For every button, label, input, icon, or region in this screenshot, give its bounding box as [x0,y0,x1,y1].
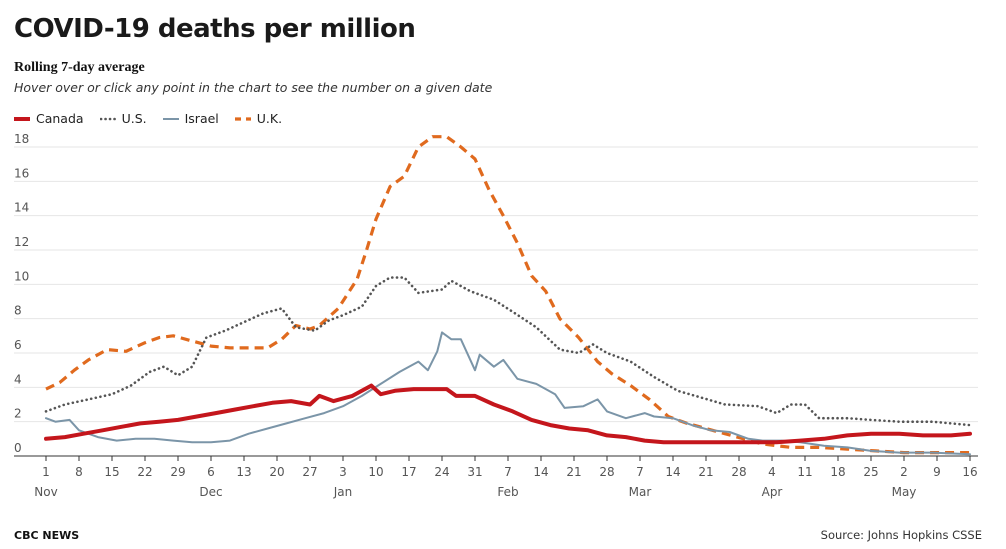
legend-label-uk: U.K. [256,111,283,126]
y-tick-label: 14 [14,201,29,215]
legend-swatch-us [99,117,116,120]
x-tick-label: 14 [665,465,680,479]
y-tick-label: 6 [14,338,22,352]
legend-label-us: U.S. [121,111,147,126]
y-tick-label: 10 [14,269,29,283]
legend-item-israel[interactable]: Israel [162,111,219,126]
source-note: Source: Johns Hopkins CSSE [820,528,982,542]
chart-subtitle: Rolling 7-day average [14,60,145,75]
chart-instruction-note: Hover over or click any point in the cha… [14,80,493,95]
series-layer[interactable] [44,135,972,456]
x-month-label: May [892,485,917,499]
series-line-us[interactable] [44,276,972,427]
series-line-israel[interactable] [45,331,971,456]
legend-label-canada: Canada [36,111,84,126]
legend-item-canada[interactable]: Canada [14,111,84,126]
brand-logo-text: CBC NEWS [14,529,80,542]
x-tick-label: 7 [636,465,644,479]
x-tick-label: 21 [698,465,713,479]
y-tick-label: 16 [14,166,29,180]
x-tick-label: 2 [900,465,908,479]
x-tick-label: 31 [467,465,482,479]
x-tick-label: 1 [42,465,50,479]
series-line-uk[interactable] [45,135,970,455]
x-month-label: Dec [199,485,222,499]
x-tick-label: 21 [566,465,581,479]
x-tick-label: 8 [75,465,83,479]
x-tick-label: 9 [933,465,941,479]
legend-swatch-uk [234,116,251,121]
legend-swatch-israel [162,117,179,120]
y-tick-label: 0 [14,441,22,455]
x-tick-label: 29 [170,465,185,479]
x-tick-label: 28 [731,465,746,479]
x-tick-label: 11 [797,465,812,479]
x-tick-label: 22 [137,465,152,479]
page-title: COVID-19 deaths per million [14,14,416,44]
x-tick-label: 15 [104,465,119,479]
y-tick-label: 2 [14,407,22,421]
legend-swatch-canada [14,116,30,121]
x-month-label: Nov [34,485,57,499]
x-tick-label: 4 [768,465,776,479]
x-tick-label: 25 [863,465,878,479]
x-month-label: Feb [497,485,518,499]
legend-label-israel: Israel [184,111,219,126]
x-tick-label: 3 [339,465,347,479]
x-tick-label: 27 [302,465,317,479]
x-month-label: Mar [629,485,652,499]
legend-item-uk[interactable]: U.K. [234,111,283,126]
y-tick-label: 12 [14,235,29,249]
x-tick-label: 28 [599,465,614,479]
x-month-label: Jan [333,485,353,499]
y-tick-label: 8 [14,304,22,318]
x-tick-label: 20 [269,465,284,479]
x-tick-label: 6 [207,465,215,479]
y-tick-label: 4 [14,372,22,386]
x-tick-label: 18 [830,465,845,479]
y-tick-label: 18 [14,132,29,146]
chart-legend: Canada U.S. Israel U.K. [14,111,298,126]
x-tick-label: 10 [368,465,383,479]
x-tick-label: 16 [962,465,977,479]
x-tick-label: 17 [401,465,416,479]
series-line-canada[interactable] [44,383,972,445]
x-tick-label: 14 [533,465,548,479]
legend-item-us[interactable]: U.S. [99,111,147,126]
x-tick-label: 13 [236,465,251,479]
x-month-label: Apr [762,485,783,499]
x-tick-label: 7 [504,465,512,479]
x-tick-label: 24 [434,465,449,479]
